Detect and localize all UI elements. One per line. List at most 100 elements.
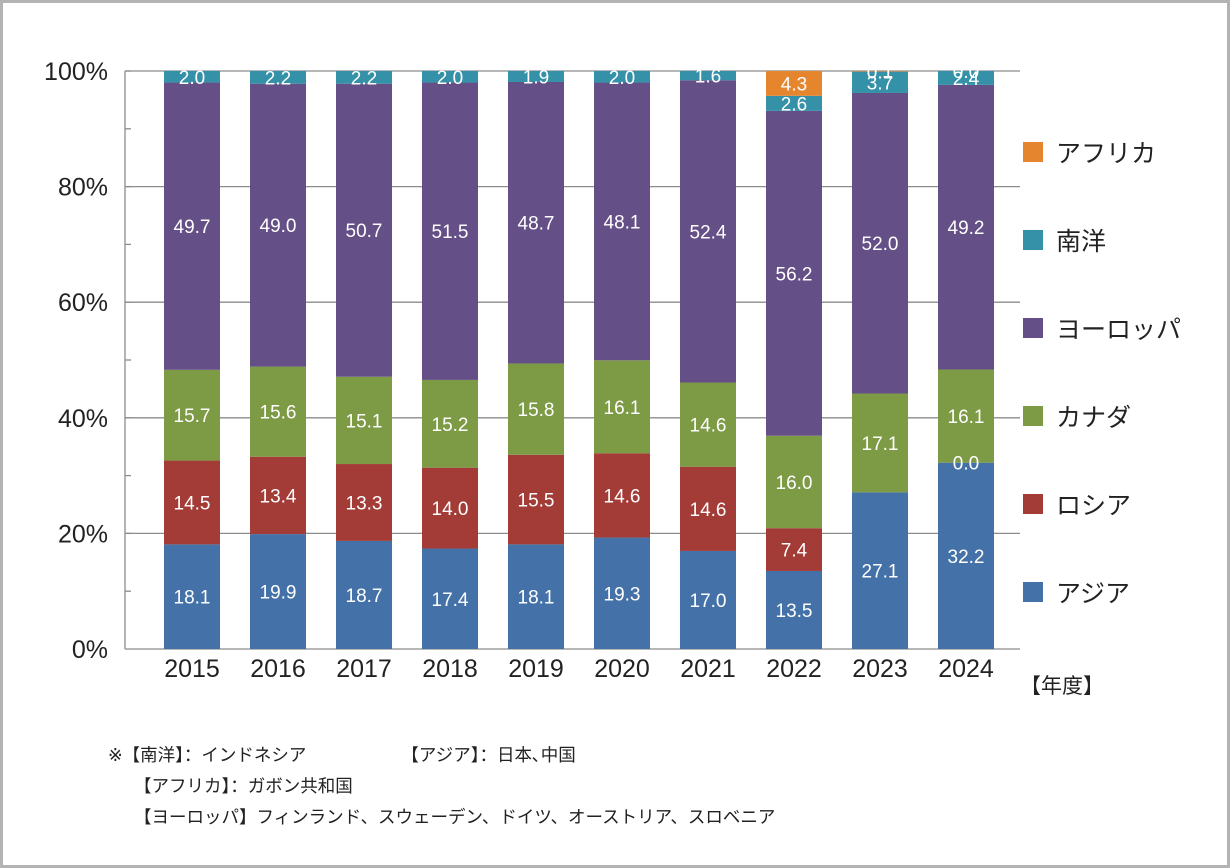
bar-segment-カナダ-2020 [594, 360, 650, 454]
bar-segment-ヨーロッパ-2017 [336, 83, 392, 377]
bar-segment-ヨーロッパ-2022 [766, 110, 822, 436]
data-label: 16.1 [948, 407, 985, 428]
legend-label: 南洋 [1056, 227, 1106, 256]
legend-label: ロシア [1056, 491, 1131, 520]
data-label: 0.1 [867, 62, 893, 83]
bar-segment-ロシア-2016 [250, 456, 306, 535]
legend-swatch [1023, 582, 1043, 602]
bar-segment-ロシア-2021 [680, 466, 736, 551]
data-label: 56.2 [776, 264, 813, 285]
bar-segment-アジア-2019 [508, 544, 564, 649]
data-label: 13.3 [346, 493, 383, 514]
bar-segment-南洋-2022 [766, 95, 822, 111]
bar-segment-アジア-2020 [594, 537, 650, 649]
y-tick-label: 100% [44, 58, 108, 86]
data-label: 15.5 [518, 491, 555, 512]
x-tick-label: 2016 [250, 655, 306, 683]
footnote-africa: 【アフリカ】：ガボン共和国 [134, 777, 353, 797]
bars [164, 71, 994, 649]
stacked-bar-chart: 0% 20% 40% 60% 80% 100% 18.1 14.5 15.7 49.7 2.0 19… [44, 58, 1181, 698]
bar-segment-ヨーロッパ-2018 [422, 82, 478, 380]
data-labels: 18.1 14.5 15.7 49.7 2.0 19.9 13.4 15.6 49.0 2.2 18… [174, 62, 985, 622]
bar-segment-アジア-2015 [164, 544, 220, 649]
bar-segment-アジア-2024 [938, 462, 994, 649]
bar-segment-カナダ-2019 [508, 363, 564, 455]
x-tick-label: 2015 [164, 655, 220, 683]
data-label: 19.9 [260, 583, 297, 604]
data-label: 1.6 [695, 67, 721, 88]
data-label: 16.1 [604, 398, 641, 419]
x-tick-label: 2023 [852, 655, 908, 683]
x-tick-label: 2020 [594, 655, 650, 683]
bar-segment-アジア-2021 [680, 550, 736, 649]
bar-segment-南洋-2017 [336, 71, 392, 84]
bar-segment-南洋-2021 [680, 71, 736, 81]
y-tick-label: 0% [72, 636, 108, 664]
x-tick-label: 2018 [422, 655, 478, 683]
data-label: 32.2 [948, 547, 985, 568]
legend-swatch [1023, 142, 1043, 162]
footnote-nanyou: ※【南洋】：インドネシア [108, 746, 307, 766]
bar-segment-ロシア-2018 [422, 467, 478, 549]
x-tick-label: 2022 [766, 655, 822, 683]
footnote-line-1: ※【南洋】：インドネシア 【アジア】：日本､中国 [108, 741, 775, 772]
data-label: 15.8 [518, 400, 555, 421]
data-label: 4.3 [781, 74, 807, 95]
y-tick-label: 60% [58, 289, 108, 317]
bar-segment-南洋-2015 [164, 71, 220, 83]
data-label: 2.0 [609, 68, 635, 89]
data-label: 19.3 [604, 584, 641, 605]
data-label: 49.0 [260, 216, 297, 237]
data-label: 1.9 [523, 67, 549, 88]
bar-segment-ヨーロッパ-2015 [164, 82, 220, 370]
data-label: 14.0 [432, 499, 469, 520]
x-axis-unit-label: 【年度】 [1020, 674, 1104, 698]
bar-segment-ヨーロッパ-2024 [938, 84, 994, 370]
bar-segment-カナダ-2021 [680, 382, 736, 467]
bar-segment-ロシア-2019 [508, 454, 564, 545]
bar-segment-アフリカ-2022 [766, 71, 822, 96]
data-label: 14.6 [690, 500, 727, 521]
legend-swatch [1023, 318, 1043, 338]
data-label: 27.1 [862, 562, 899, 583]
data-label: 14.5 [174, 493, 211, 514]
bar-segment-アジア-2023 [852, 492, 908, 649]
bar-segment-ロシア-2017 [336, 464, 392, 541]
bar-segment-アジア-2017 [336, 540, 392, 649]
bar-segment-カナダ-2015 [164, 369, 220, 461]
bar-segment-アフリカ-2023 [852, 71, 908, 72]
data-label: 2.0 [437, 68, 463, 89]
bar-segment-カナダ-2024 [938, 369, 994, 463]
bar-segment-ロシア-2015 [164, 460, 220, 545]
bar-segment-ロシア-2022 [766, 528, 822, 571]
bar-segment-アジア-2022 [766, 570, 822, 649]
data-label: 18.1 [174, 588, 211, 609]
bar-segment-カナダ-2022 [766, 435, 822, 529]
data-label: 18.1 [518, 588, 555, 609]
bar-segment-ヨーロッパ-2023 [852, 92, 908, 394]
footnote-europe: 【ヨーロッパ】フィンランド、スウェーデン、ドイツ、オーストリア、スロベニア [134, 808, 776, 828]
legend-label: ヨーロッパ [1056, 315, 1181, 344]
data-label: 14.6 [690, 416, 727, 437]
x-tick-label: 2017 [336, 655, 392, 683]
data-label: 14.6 [604, 486, 641, 507]
data-label: 49.7 [174, 217, 211, 238]
bar-segment-南洋-2016 [250, 71, 306, 84]
bar-segment-アジア-2018 [422, 548, 478, 649]
legend-label: アフリカ [1056, 139, 1156, 168]
data-label: 49.2 [948, 218, 985, 239]
x-axis-ticks: 2015 2016 2017 2018 2019 2020 2021 2022 2023 2024 [164, 655, 994, 683]
data-label: 51.5 [432, 222, 469, 243]
x-tick-label: 2019 [508, 655, 564, 683]
data-label: 2.2 [351, 68, 377, 89]
bar-segment-アジア-2016 [250, 534, 306, 649]
bar-segment-カナダ-2017 [336, 376, 392, 465]
data-label: 52.0 [862, 234, 899, 255]
legend-swatch [1023, 406, 1043, 426]
bar-segment-ロシア-2020 [594, 453, 650, 538]
bar-segment-南洋-2020 [594, 71, 650, 83]
bar-segment-カナダ-2016 [250, 366, 306, 457]
footnote-asia: 【アジア】：日本､中国 [401, 746, 576, 766]
